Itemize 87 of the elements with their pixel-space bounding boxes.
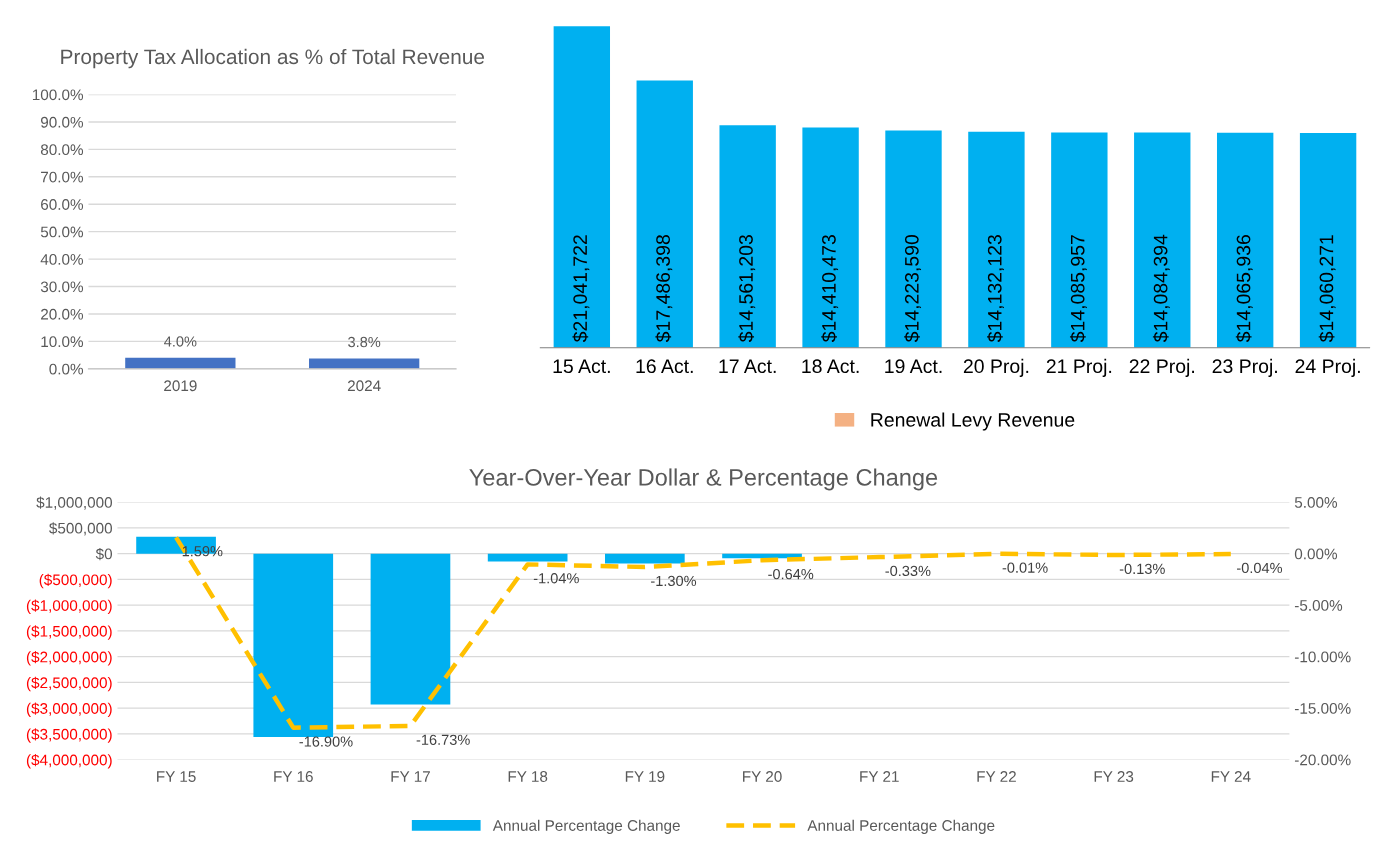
- x-tick-label: FY 16: [274, 771, 313, 782]
- x-tick-label: 24 Proj.: [1295, 358, 1360, 377]
- data-label: -1.30%: [651, 575, 697, 587]
- bar: [1134, 132, 1191, 348]
- x-tick-label: 15 Act.: [553, 359, 610, 374]
- y-tick-label: $1,000,000: [36, 496, 113, 510]
- y-tick-label: 50.0%: [40, 226, 84, 238]
- chart-title: Property Tax Allocation as % of Total Revenue: [61, 48, 485, 69]
- x-tick-label: 17 Act.: [719, 359, 776, 374]
- bar: [719, 125, 776, 348]
- data-label: $14,085,957: [1069, 235, 1087, 343]
- data-label: 4.0%: [164, 336, 197, 347]
- y-tick-label: ($2,000,000): [26, 650, 112, 666]
- y-tick-label: $0: [95, 547, 113, 561]
- y-tick-label: ($500,000): [39, 573, 112, 589]
- legend-label: Annual Percentage Change: [492, 819, 680, 834]
- x-tick-label: FY 15: [157, 771, 196, 782]
- bar: [636, 80, 693, 348]
- y-tick-label: ($3,500,000): [26, 728, 112, 743]
- y-tick-label: ($3,000,000): [26, 702, 112, 717]
- y-tick-label: $500,000: [49, 522, 113, 536]
- y-tick-label: 40.0%: [40, 253, 84, 265]
- x-tick-label: 22 Proj.: [1129, 358, 1194, 377]
- x-tick-label: FY 22: [977, 771, 1016, 782]
- data-label: $14,410,473: [821, 235, 839, 343]
- bar: [553, 26, 611, 348]
- legend-label: Renewal Levy Revenue: [871, 412, 1075, 431]
- y2-tick-label: -15.00%: [1294, 702, 1351, 714]
- y2-tick-label: -5.00%: [1294, 600, 1343, 611]
- y-tick-label: 80.0%: [40, 144, 84, 156]
- x-tick-label: FY 21: [860, 771, 899, 782]
- bar: [885, 130, 942, 348]
- chart-title: Year-Over-Year Dollar & Percentage Change: [469, 468, 938, 491]
- data-label: -0.04%: [1237, 562, 1283, 574]
- data-label: -1.04%: [533, 573, 579, 584]
- data-label: $17,486,398: [655, 235, 673, 343]
- y-tick-label: 30.0%: [40, 281, 84, 293]
- x-tick-label: 20 Proj.: [963, 358, 1029, 377]
- y2-tick-label: 0.00%: [1294, 548, 1338, 560]
- y-tick-label: ($1,500,000): [26, 625, 112, 640]
- y-tick-label: 10.0%: [41, 336, 84, 348]
- x-tick-label: FY 20: [743, 771, 782, 782]
- x-tick-label: 23 Proj.: [1212, 358, 1277, 377]
- x-tick-label: 19 Act.: [885, 359, 942, 374]
- y2-tick-label: -20.00%: [1294, 754, 1351, 766]
- x-tick-label: 18 Act.: [802, 359, 859, 374]
- y-tick-label: 90.0%: [40, 116, 84, 128]
- bar: [802, 127, 859, 348]
- data-label: 3.8%: [348, 336, 381, 348]
- data-label: $14,132,123: [987, 235, 1004, 343]
- line-series: [173, 535, 1234, 730]
- x-tick-label: 2024: [347, 380, 381, 392]
- y-tick-label: 20.0%: [41, 308, 84, 320]
- y-tick-label: 70.0%: [41, 171, 84, 183]
- data-label: -16.73%: [416, 734, 470, 745]
- data-label: $14,223,590: [904, 234, 922, 343]
- data-label: -0.13%: [1119, 563, 1165, 575]
- y2-tick-label: 5.00%: [1294, 497, 1338, 508]
- y2-tick-label: -10.00%: [1294, 651, 1351, 663]
- x-tick-label: FY 23: [1094, 771, 1134, 782]
- data-label: $14,060,271: [1318, 235, 1336, 343]
- x-tick-label: FY 18: [508, 771, 548, 782]
- bar: [968, 131, 1025, 348]
- x-tick-label: FY 24: [1211, 771, 1251, 782]
- data-label: -0.01%: [1002, 562, 1048, 573]
- y-tick-label: 100.0%: [32, 89, 84, 101]
- data-label: $14,561,203: [738, 235, 756, 343]
- bar: [1216, 132, 1274, 348]
- x-tick-label: 2019: [164, 380, 197, 392]
- x-tick-label: FY 17: [391, 771, 430, 782]
- y-tick-label: 60.0%: [41, 199, 84, 210]
- x-tick-label: 16 Act.: [636, 359, 693, 374]
- y-tick-label: ($2,500,000): [26, 676, 112, 692]
- legend-label: Annual Percentage Change: [807, 819, 995, 834]
- bar: [1299, 132, 1357, 348]
- data-label: $14,084,394: [1152, 234, 1170, 343]
- data-label: -16.90%: [299, 736, 353, 747]
- y-tick-label: ($1,000,000): [26, 599, 112, 614]
- data-label: $14,065,936: [1235, 235, 1253, 343]
- data-label: $21,041,722: [572, 235, 590, 343]
- x-tick-label: FY 19: [625, 771, 665, 782]
- data-label: -0.33%: [885, 565, 931, 577]
- y-tick-label: 0.0%: [49, 363, 84, 375]
- data-label: -0.64%: [768, 568, 814, 580]
- bar: [1051, 132, 1108, 348]
- x-tick-label: 21 Proj.: [1046, 358, 1112, 377]
- y-tick-label: ($4,000,000): [26, 753, 112, 769]
